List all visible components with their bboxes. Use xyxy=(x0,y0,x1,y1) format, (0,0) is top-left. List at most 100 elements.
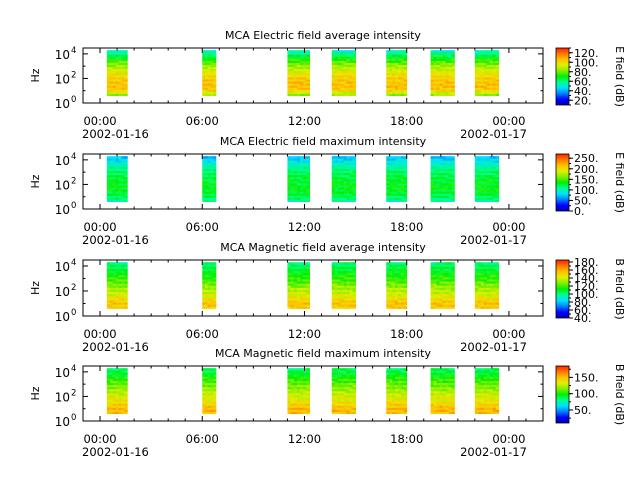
heatmap-cell xyxy=(306,397,310,400)
heatmap-cell xyxy=(495,274,500,278)
heatmap-cell xyxy=(124,285,128,288)
heatmap-cell xyxy=(290,264,295,267)
heatmap-cell xyxy=(202,295,206,299)
heatmap-cell xyxy=(474,168,479,172)
heatmap-cell xyxy=(352,374,356,377)
heatmap-cell xyxy=(213,185,217,188)
heatmap-cell xyxy=(395,64,399,68)
heatmap-cell xyxy=(202,79,206,82)
heatmap-cell xyxy=(492,289,497,293)
heatmap-cell xyxy=(300,388,304,392)
heatmap-cell xyxy=(115,401,119,404)
heatmap-cell xyxy=(436,70,440,74)
heatmap-cell xyxy=(486,411,491,415)
heatmap-cell xyxy=(303,178,307,182)
heatmap-cell xyxy=(439,368,443,371)
heatmap-cell xyxy=(492,407,497,410)
colorbar-label: E field (dB) xyxy=(613,46,626,107)
heatmap-cell xyxy=(213,266,217,269)
heatmap-cell xyxy=(352,197,356,200)
heatmap-cell xyxy=(106,306,111,309)
heatmap-cell xyxy=(204,193,209,196)
heatmap-cell xyxy=(433,183,437,186)
heatmap-cell xyxy=(115,268,119,272)
heatmap-cell xyxy=(204,306,209,309)
heatmap-cell xyxy=(210,395,214,398)
heatmap-cell xyxy=(337,70,342,74)
heatmap-cell xyxy=(492,368,497,371)
heatmap-cell xyxy=(331,193,336,196)
heatmap-cell xyxy=(349,291,354,295)
heatmap-cell xyxy=(495,268,500,272)
colorbar-tick-label: 80. xyxy=(574,296,592,309)
heatmap-cell xyxy=(287,380,291,384)
heatmap-cell xyxy=(489,270,494,274)
heatmap-cell xyxy=(210,264,214,267)
heatmap-cell xyxy=(300,300,304,303)
heatmap-cell xyxy=(340,185,345,188)
heatmap-cell xyxy=(303,285,307,288)
heatmap-cell xyxy=(477,77,482,80)
heatmap-cell xyxy=(334,156,339,159)
heatmap-cell xyxy=(349,77,354,80)
heatmap-cell xyxy=(392,407,396,410)
heatmap-cell xyxy=(306,297,310,301)
colorbar-tick-label: 160. xyxy=(574,264,599,277)
heatmap-cell xyxy=(474,295,479,299)
heatmap-cell xyxy=(340,70,345,74)
heatmap-cell xyxy=(436,180,440,184)
heatmap-cell xyxy=(480,399,485,402)
heatmap-cell xyxy=(306,272,310,276)
heatmap-cell xyxy=(397,83,402,86)
heatmap-cell xyxy=(483,304,488,307)
heatmap-cell xyxy=(287,401,291,404)
heatmap-cell xyxy=(439,68,443,72)
heatmap-cell xyxy=(445,380,449,384)
heatmap-cell xyxy=(445,368,449,371)
heatmap-cell xyxy=(397,382,402,386)
heatmap-cell xyxy=(202,77,206,80)
heatmap-cell xyxy=(486,403,491,406)
heatmap-cell xyxy=(303,162,307,165)
heatmap-cell xyxy=(343,289,348,293)
heatmap-cell xyxy=(477,388,482,392)
heatmap-cell xyxy=(448,85,452,88)
heatmap-cell xyxy=(331,195,336,198)
heatmap-cell xyxy=(489,306,494,309)
heatmap-cell xyxy=(433,306,437,309)
heatmap-cell xyxy=(451,185,455,188)
heatmap-cell xyxy=(495,370,500,373)
heatmap-cell xyxy=(474,376,479,379)
heatmap-cell xyxy=(112,388,117,392)
heatmap-cell xyxy=(118,156,122,159)
heatmap-cell xyxy=(439,370,443,373)
heatmap-cell xyxy=(124,281,128,284)
heatmap-cell xyxy=(300,68,304,72)
heatmap-cell xyxy=(106,411,111,415)
heatmap-cell xyxy=(106,56,111,59)
axes-frame xyxy=(82,153,544,210)
heatmap-cell xyxy=(403,272,408,276)
heatmap-cell xyxy=(480,70,485,74)
heatmap-cell xyxy=(480,300,485,303)
heatmap-cell xyxy=(395,281,399,284)
heatmap-cell xyxy=(334,178,339,182)
heatmap-cell xyxy=(489,279,494,282)
heatmap-cell xyxy=(210,411,214,415)
heatmap-cell xyxy=(210,83,214,86)
heatmap-cell xyxy=(448,272,452,276)
heatmap-cell xyxy=(331,83,336,86)
heatmap-cell xyxy=(121,374,125,377)
heatmap-cell xyxy=(389,397,393,400)
heatmap-cell xyxy=(495,262,500,265)
heatmap-cell xyxy=(400,191,405,194)
heatmap-cell xyxy=(492,297,497,301)
heatmap-cell xyxy=(400,89,405,92)
heatmap-cell xyxy=(213,306,217,309)
heatmap-cell xyxy=(486,302,491,305)
heatmap-cell xyxy=(442,83,446,86)
heatmap-cell xyxy=(395,399,399,402)
heatmap-cell xyxy=(397,58,402,61)
heatmap-cell xyxy=(202,374,206,377)
heatmap-cell xyxy=(343,295,348,299)
